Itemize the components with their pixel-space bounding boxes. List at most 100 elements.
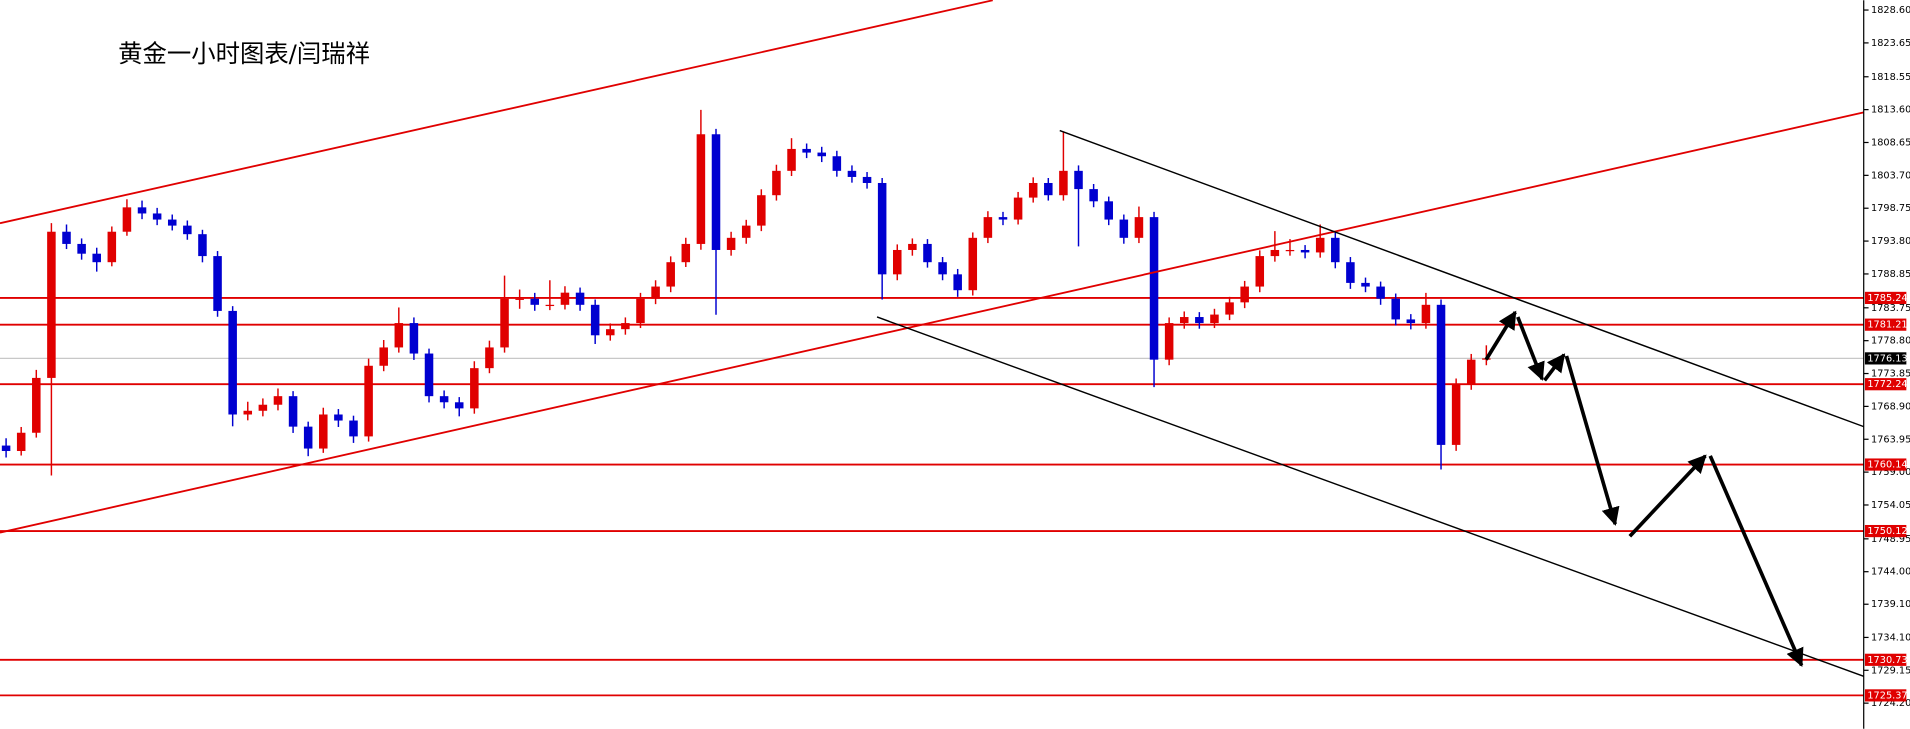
candle-body [1406, 319, 1416, 324]
level-label: 1772.24 [1867, 379, 1907, 390]
candle-body [364, 365, 373, 437]
candle-body [1013, 197, 1023, 220]
y-tick-label: 1778.80 [1871, 336, 1910, 347]
candle-body [470, 368, 479, 409]
candle-body [439, 396, 449, 403]
y-tick-label: 1828.60 [1871, 5, 1910, 16]
level-label: 1725.37 [1867, 690, 1907, 701]
candle-body [394, 323, 404, 348]
level-label: 1750.12 [1867, 526, 1907, 537]
candle-body [892, 249, 902, 275]
candles [1, 109, 1491, 476]
candle-body [636, 298, 645, 324]
candle-body [183, 225, 192, 235]
arrow [1628, 454, 1707, 538]
candle-body [923, 243, 932, 263]
candle-body [137, 207, 147, 214]
level-label: 1785.24 [1867, 293, 1907, 304]
candle-body [1285, 249, 1295, 252]
y-tick-label: 1748.95 [1871, 534, 1910, 545]
candle-body [1074, 170, 1083, 190]
candle-body [621, 323, 630, 330]
candle-body [1104, 201, 1113, 220]
y-tick-label: 1813.60 [1871, 105, 1910, 116]
candle-body [500, 298, 509, 348]
candle-body [16, 432, 26, 452]
y-tick-label: 1768.90 [1871, 401, 1910, 412]
candle-body [666, 262, 675, 287]
candle-body [243, 410, 253, 415]
candle-body [968, 237, 978, 291]
y-tick-label: 1759.00 [1871, 467, 1910, 478]
y-tick-label: 1739.10 [1871, 599, 1910, 610]
candle-body [560, 292, 570, 305]
candle-body [1240, 286, 1249, 303]
candle-body [772, 170, 781, 196]
candle-body [1436, 304, 1446, 445]
candle-body [273, 396, 283, 405]
candle-body [938, 262, 947, 275]
y-tick-label: 1754.05 [1871, 500, 1910, 511]
red-trendline [0, 0, 993, 225]
candle-body [62, 231, 71, 244]
candle-body [726, 237, 736, 250]
black-trendline [1059, 129, 1864, 428]
candle-body [32, 377, 41, 433]
candle-body [817, 152, 827, 157]
candle-body [1059, 170, 1068, 196]
arrow [1484, 310, 1517, 361]
candle-body [862, 176, 872, 183]
candle-body [545, 304, 555, 307]
candle-body [1210, 314, 1219, 324]
candle-body [1225, 302, 1234, 315]
y-tick-label: 1798.75 [1871, 203, 1910, 214]
level-label-box [1864, 689, 1907, 702]
y-tick-label: 1818.55 [1871, 72, 1910, 83]
level-label-box [1864, 524, 1907, 538]
level-label: 1781.21 [1867, 320, 1907, 331]
candle-body [228, 310, 237, 415]
chart-title: 黄金一小时图表/闫瑞祥 [118, 39, 370, 68]
candle-body [1044, 182, 1053, 196]
candle-body [575, 292, 585, 305]
candle-body [711, 134, 721, 250]
candle-body [1331, 237, 1340, 263]
candle-body [1028, 182, 1038, 198]
y-tick-label: 1734.10 [1871, 632, 1910, 643]
candle-body [953, 274, 962, 291]
candle-body [741, 225, 751, 238]
candle-body [167, 219, 177, 226]
candle-body [1255, 256, 1265, 287]
candle-body [198, 234, 207, 257]
candle-body [1, 445, 11, 452]
candle-body [802, 148, 811, 153]
candle-body [651, 286, 660, 299]
candle-body [681, 243, 691, 263]
candle-body [454, 402, 464, 409]
level-label-box [1864, 458, 1907, 471]
candle-body [696, 134, 706, 244]
candle-body [590, 304, 600, 336]
candle-body [998, 217, 1008, 220]
arrow [1516, 316, 1545, 381]
y-tick-label: 1788.85 [1871, 269, 1910, 280]
current-price-label: 1776.13 [1867, 353, 1907, 364]
candle-body [1300, 249, 1310, 253]
candle-body [1376, 286, 1385, 299]
candle-body [1134, 217, 1144, 238]
candle-body [847, 170, 857, 177]
y-tick-label: 1783.75 [1871, 303, 1910, 314]
forecast-arrows [1484, 310, 1804, 668]
candle-body [1361, 282, 1370, 287]
y-tick-label: 1803.70 [1871, 170, 1910, 181]
candle-body [606, 329, 615, 336]
level-label: 1760.14 [1867, 460, 1907, 471]
candle-body [1421, 304, 1431, 324]
candle-body [908, 243, 917, 250]
candle-body [515, 298, 524, 300]
y-tick-label: 1773.85 [1871, 369, 1910, 380]
candle-body [1466, 359, 1476, 385]
candle-body [1119, 219, 1129, 238]
